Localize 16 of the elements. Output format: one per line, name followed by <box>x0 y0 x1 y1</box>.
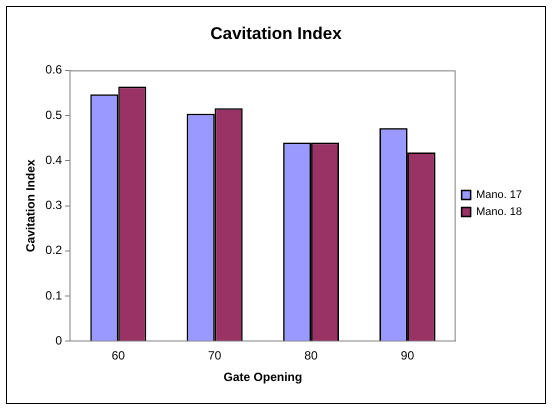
chart-title: Cavitation Index <box>210 24 342 43</box>
legend-label: Mano. 17 <box>476 189 522 202</box>
x-tick-label: 80 <box>304 348 318 363</box>
y-tick-label: 0.2 <box>45 243 62 258</box>
y-tick-label: 0.1 <box>45 288 62 302</box>
x-tick-label: 90 <box>400 348 414 363</box>
y-axis-title: Cavitation Index <box>24 159 38 252</box>
legend-label: Mano. 18 <box>476 206 522 218</box>
x-tick-label: 70 <box>208 348 222 363</box>
y-tick-label: 0.5 <box>45 108 62 122</box>
y-tick-label: 0 <box>55 334 62 348</box>
x-tick-label: 60 <box>112 348 126 363</box>
x-axis-title: Gate Opening <box>224 370 302 384</box>
y-tick-label: 0.6 <box>45 62 62 77</box>
y-tick-label: 0.4 <box>45 152 62 167</box>
y-tick-label: 0.3 <box>45 198 62 212</box>
